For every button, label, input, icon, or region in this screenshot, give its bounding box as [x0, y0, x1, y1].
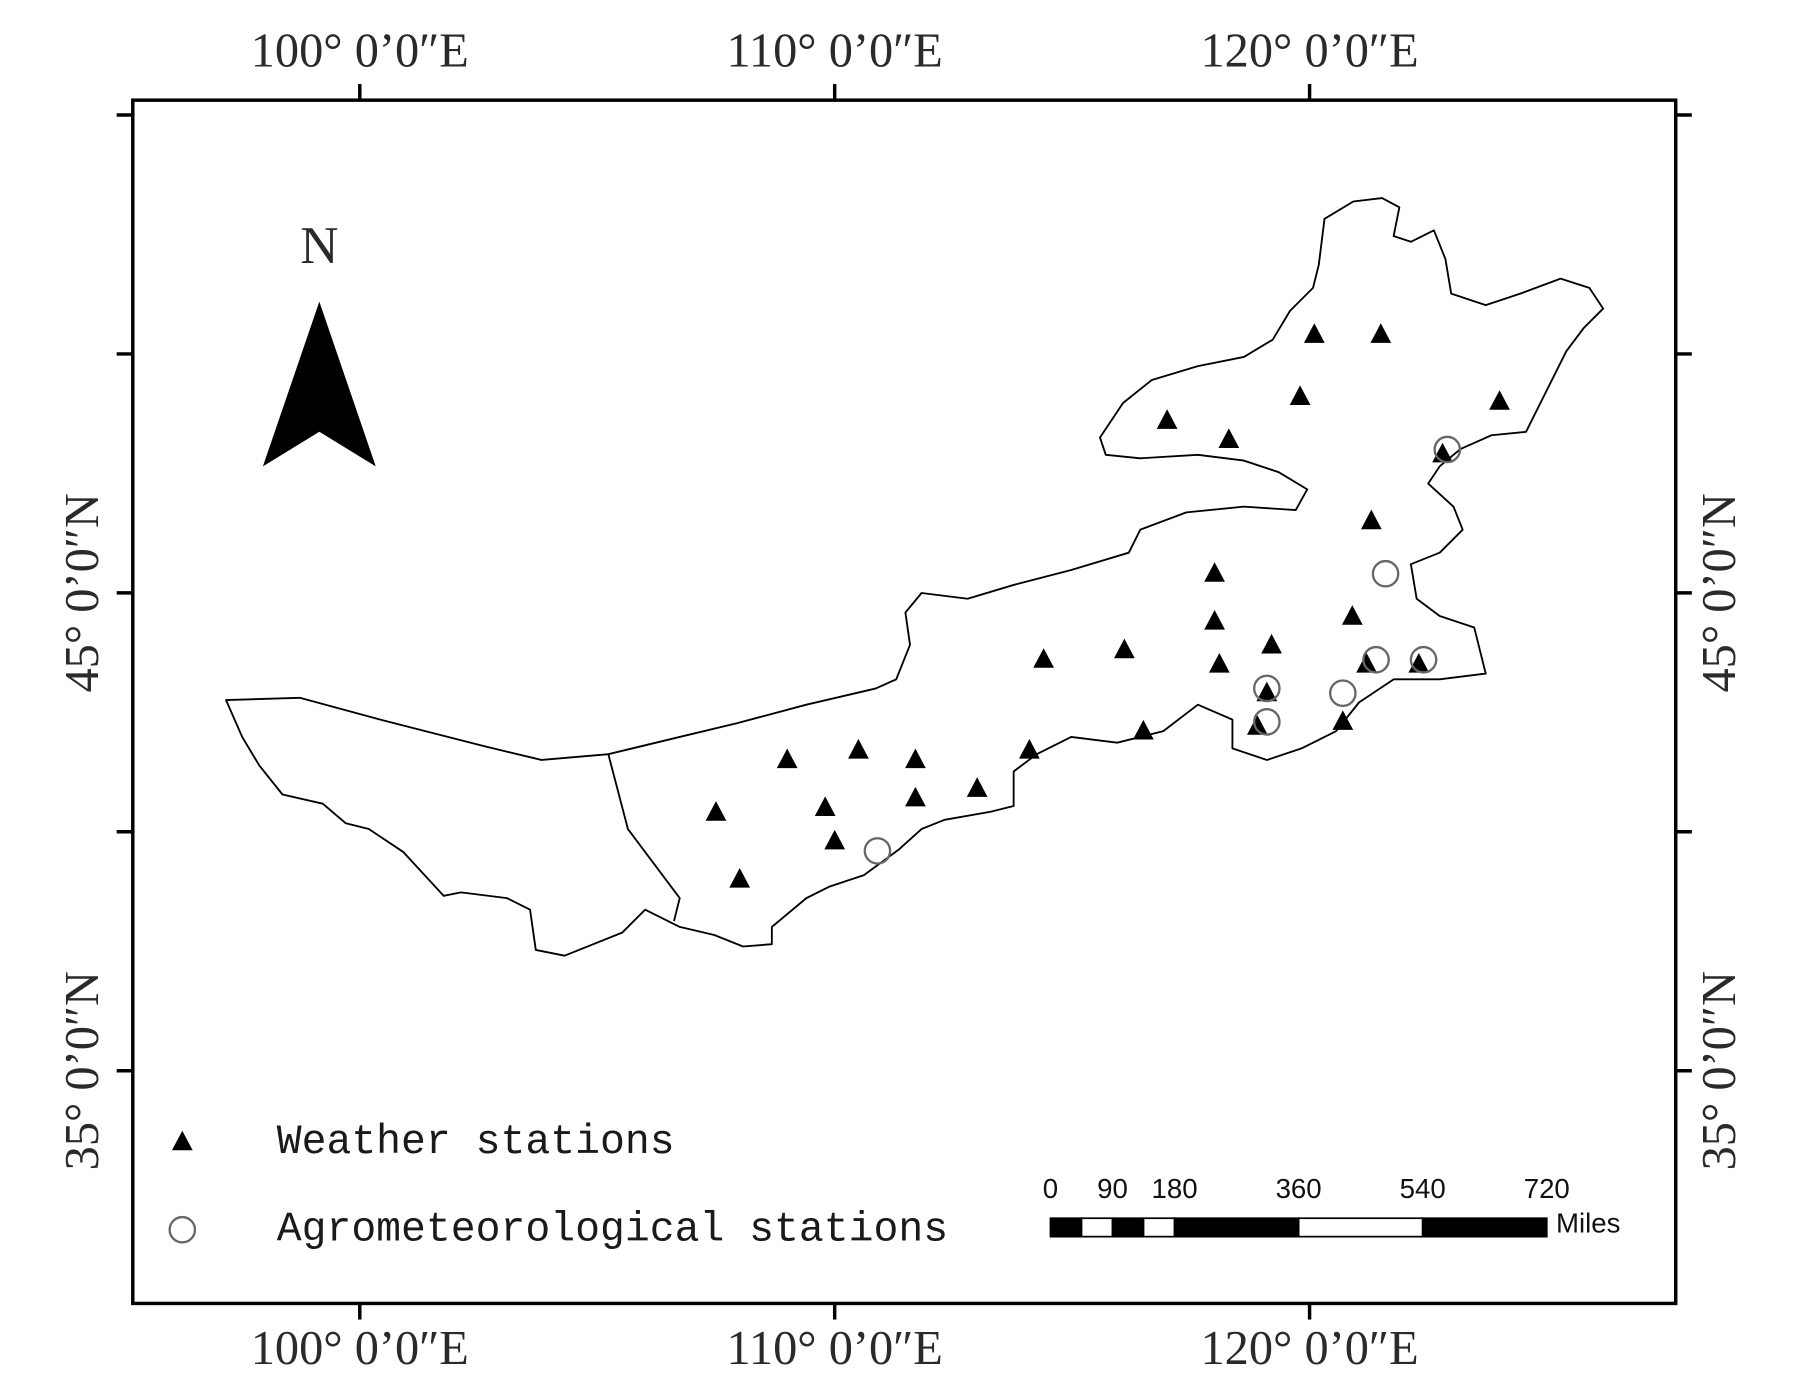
legend-marker — [171, 1130, 193, 1151]
weather-station — [1246, 715, 1268, 735]
weather-station — [1114, 638, 1135, 659]
weather-station — [705, 801, 727, 821]
agro-station — [863, 837, 892, 865]
scale-segment — [1173, 1217, 1300, 1238]
scale-label: 90 — [1097, 1173, 1128, 1204]
scale-segment — [1111, 1217, 1145, 1238]
map-frame — [131, 98, 1678, 1306]
weather-station — [905, 748, 926, 769]
scale-segment — [1421, 1217, 1548, 1238]
weather-station — [1360, 509, 1382, 530]
agro-station — [1329, 679, 1357, 708]
agro-station — [1253, 674, 1281, 703]
weather-station — [848, 739, 869, 759]
weather-station — [1370, 323, 1392, 343]
scale-segment — [1297, 1217, 1424, 1238]
weather-station — [966, 777, 988, 797]
agro-station — [1371, 559, 1400, 588]
weather-station — [1303, 323, 1325, 343]
scale-segment — [1049, 1217, 1083, 1238]
x-tick-label: 100° 0’0″E — [251, 24, 469, 77]
weather-station — [1019, 739, 1040, 759]
scale-unit: Miles — [1556, 1207, 1620, 1238]
x-tick-label: 100° 0’0″E — [251, 1322, 469, 1375]
weather-station — [1204, 562, 1225, 582]
x-tick-label: 120° 0’0″E — [1201, 24, 1419, 77]
legend-label: Agrometeorological stations — [277, 1207, 948, 1254]
weather-station — [1256, 681, 1278, 702]
region-outline — [225, 197, 1605, 957]
agro-station — [1409, 645, 1438, 674]
y-tick-label: 45° 0’0″N — [1693, 493, 1746, 692]
scale-label: 180 — [1152, 1173, 1198, 1204]
weather-station — [1133, 719, 1154, 740]
north-label: N — [300, 217, 338, 275]
weather-station — [1033, 648, 1055, 668]
x-tick-label: 120° 0’0″E — [1201, 1322, 1419, 1375]
y-tick-label: 35° 0’0″N — [56, 971, 109, 1170]
weather-station — [1489, 390, 1510, 410]
scale-segment — [1142, 1217, 1176, 1238]
agro-station — [1362, 645, 1390, 674]
scale-label: 540 — [1400, 1173, 1446, 1204]
y-tick-label: 35° 0’0″N — [1693, 971, 1746, 1170]
weather-station — [1208, 653, 1230, 673]
legend-label: Weather stations — [277, 1119, 675, 1166]
weather-station — [1204, 610, 1225, 630]
scale-segment — [1080, 1217, 1114, 1238]
weather-station — [776, 748, 798, 769]
weather-station — [1218, 428, 1240, 448]
weather-station — [1332, 710, 1354, 730]
weather-station — [1156, 409, 1178, 429]
weather-station — [729, 868, 751, 888]
agro-station — [1253, 708, 1281, 736]
weather-station — [1341, 605, 1363, 625]
scale-label: 720 — [1524, 1173, 1570, 1204]
agro-station — [1433, 435, 1462, 464]
scale-label: 360 — [1276, 1173, 1322, 1204]
x-tick-label: 110° 0’0″E — [727, 24, 943, 77]
weather-station — [1289, 385, 1311, 405]
weather-station — [905, 786, 926, 807]
x-tick-label: 110° 0’0″E — [727, 1322, 943, 1375]
weather-station — [814, 796, 836, 816]
y-tick-label: 45° 0’0″N — [56, 493, 109, 692]
scale-label: 0 — [1043, 1173, 1058, 1204]
legend-marker — [168, 1215, 197, 1244]
weather-station — [1356, 653, 1377, 673]
north-arrow — [262, 301, 376, 467]
weather-station — [824, 829, 846, 850]
weather-station — [1261, 633, 1282, 654]
